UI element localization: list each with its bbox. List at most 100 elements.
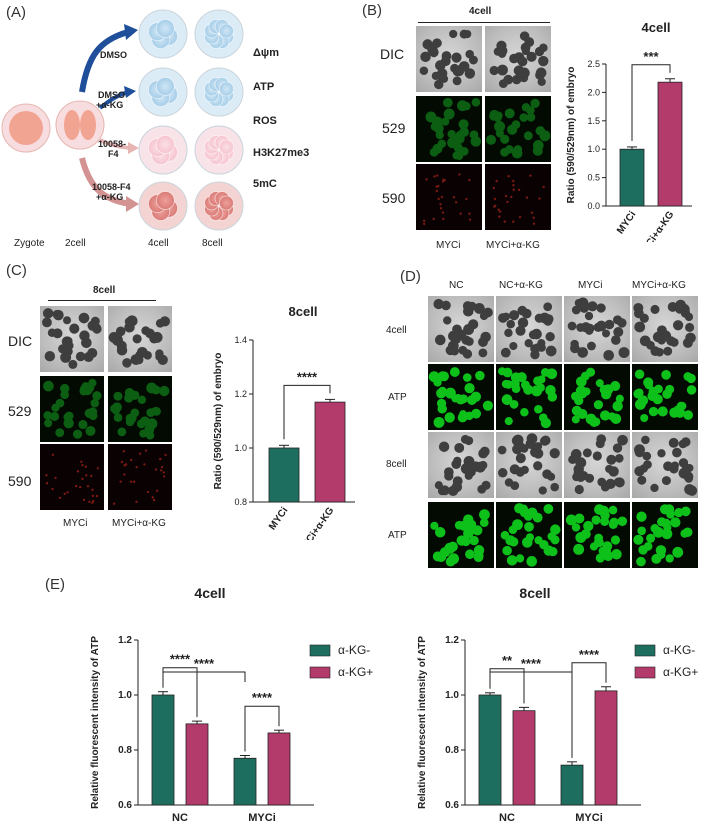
micrograph-b-r0-c0: [416, 26, 482, 92]
panel-c-row-dic: DIC: [8, 333, 33, 349]
panel-d-col-myci: MYCi: [578, 280, 603, 291]
significance-bracket: [571, 662, 607, 758]
x-tick-label: MYCi: [575, 812, 603, 824]
micrograph-d-r0-c3: [632, 296, 698, 362]
panel-b-row-dic: DIC: [380, 46, 405, 62]
y-tick-label: 2.5: [587, 59, 600, 69]
panel-a-label: (A): [6, 4, 26, 21]
panel-e-label: (E): [45, 576, 65, 593]
embryo-8cell: [194, 125, 244, 175]
significance-label: ****: [297, 369, 318, 384]
y-axis-label: Ratio (590/529nm) of embryo: [213, 353, 224, 490]
micrograph-c-r1-c1: [108, 376, 172, 442]
x-tick-label: NC: [499, 812, 515, 824]
chart-e1: 4cell Relative fluorescent intensity of A…: [90, 585, 373, 824]
chart-title: 4cell: [642, 20, 671, 35]
y-tick-label: 0.8: [445, 745, 459, 756]
legend-swatch: [309, 666, 331, 679]
significance-bracket: [631, 64, 671, 141]
y-tick-label: 1.4: [234, 335, 247, 345]
micrograph-c-r1-c0: [40, 376, 104, 442]
y-tick-label: 1.2: [118, 635, 132, 646]
panel-d-row-8cell: 8cell: [386, 459, 407, 470]
panel-d-label: (D): [400, 268, 421, 285]
arrow-dmso: [79, 29, 129, 93]
micrograph-d-r0-c2: [564, 296, 630, 362]
arrow-f4-akg: [79, 157, 131, 207]
panel-b-label: (B): [362, 2, 382, 19]
legend-label: α-KG-: [663, 643, 695, 657]
x-tick-label: MYCi: [615, 209, 638, 236]
legend-swatch: [634, 666, 656, 679]
marker-5mc: 5mC: [253, 178, 277, 190]
micrograph-b-r2-c1: [485, 164, 551, 230]
panel-b-row-590: 590: [382, 190, 406, 206]
micrograph-c-r2-c0: [40, 444, 104, 510]
chart-title: 8cell: [519, 585, 550, 601]
y-axis-label: Relative fluorescent intensity of ATP: [90, 636, 101, 809]
y-tick-label: 0.8: [234, 497, 247, 507]
panel-d-col-nc: NC: [449, 280, 464, 291]
micrograph-b-r2-c0: [416, 164, 482, 230]
zygote-cell: [1, 103, 51, 153]
y-tick-label: 1.0: [118, 690, 132, 701]
treatment-dmso: DMSO: [100, 50, 127, 60]
stage-4cell: 4cell: [148, 238, 169, 249]
panel-c-label: (C): [6, 262, 27, 279]
arrow-f4: [99, 138, 131, 150]
svg-text:+α-KG: +α-KG: [96, 100, 123, 110]
bar-myci: [619, 148, 645, 207]
y-tick-label: 1.2: [445, 635, 459, 646]
bar-myci-akg-plus: [267, 732, 291, 806]
significance-bracket: [244, 705, 280, 752]
svg-text:+α-KG: +α-KG: [96, 192, 123, 202]
bar-nc-akg-minus: [151, 694, 175, 806]
panel-d-row-atp2: ATP: [388, 530, 407, 541]
micrograph-d-r3-c2: [564, 502, 630, 568]
y-tick-label: 0.5: [587, 173, 600, 183]
bar-nc-akg-plus: [185, 723, 209, 806]
panel-d-row-4cell: 4cell: [386, 325, 407, 336]
y-axis-label: Ratio (590/529nm) of embryo: [566, 67, 577, 204]
significance-label: ****: [194, 656, 215, 671]
micrograph-d-r1-c2: [564, 364, 630, 430]
chart-title: 8cell: [289, 304, 318, 319]
panel-b-col-myci-akg: MYCi+α-KG: [486, 240, 540, 251]
y-tick-label: 2.0: [587, 87, 600, 97]
panel-c-stage: 8cell: [93, 285, 116, 296]
y-tick-label: 1.0: [234, 443, 247, 453]
x-tick-label: MYCi+α-KG: [296, 505, 337, 540]
y-tick-label: 0.6: [445, 800, 459, 811]
embryo-8cell: [194, 181, 244, 231]
significance-label: ***: [643, 49, 659, 64]
significance-label: ****: [521, 656, 542, 671]
marker-dpsi: Δψm: [253, 47, 279, 59]
bar-nc-akg-plus: [512, 710, 536, 806]
micrograph-c-r0-c0: [40, 306, 104, 372]
y-tick-label: 1.0: [445, 690, 459, 701]
micrograph-d-r3-c0: [428, 502, 494, 568]
significance-label: ****: [170, 652, 191, 667]
panel-b-stage: 4cell: [469, 6, 492, 17]
svg-text:F4: F4: [108, 149, 119, 159]
significance-bracket: [162, 671, 246, 682]
bar-myci-akg-plus: [594, 690, 618, 806]
micrograph-d-r1-c3: [632, 364, 698, 430]
panel-a-schematic: DMSO DMSO +α-KG 10058- F4 10058-F4 +α-KG: [1, 9, 244, 231]
significance-label: **: [502, 653, 513, 668]
bar-myci-akg: [657, 81, 683, 207]
chart-e2: 8cell Relative fluorescent intensity of A…: [417, 585, 698, 824]
micrograph-d-r0-c0: [428, 296, 494, 362]
y-axis-label: Relative fluorescent intensity of ATP: [417, 636, 428, 809]
micrograph-c-r2-c1: [108, 444, 172, 510]
y-tick-label: 1.5: [587, 116, 600, 126]
legend-label: α-KG+: [663, 665, 698, 679]
x-tick-label: MYCi: [248, 812, 276, 824]
bar-myci-akg: [314, 401, 346, 503]
panel-d-col-myci-akg: MYCi+α-KG: [632, 280, 686, 291]
svg-text:DMSO: DMSO: [98, 90, 125, 100]
x-tick-label: MYCi+α-KG: [636, 209, 677, 242]
y-tick-label: 1.2: [234, 389, 247, 399]
panel-b-stage-line: [418, 22, 550, 23]
y-tick-label: 0.8: [118, 745, 132, 756]
